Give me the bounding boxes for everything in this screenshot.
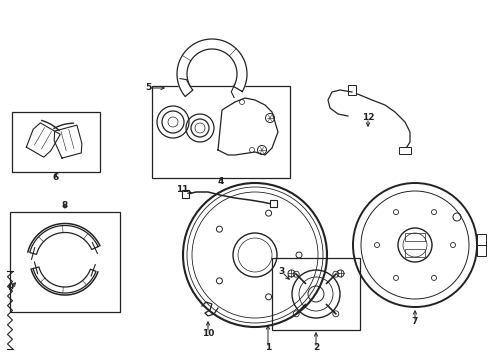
Bar — [476, 234, 485, 245]
Text: 6: 6 — [53, 174, 59, 183]
Bar — [476, 245, 485, 256]
Bar — [404, 249, 424, 257]
Bar — [404, 233, 424, 241]
Bar — [271, 258, 359, 330]
Bar — [398, 147, 410, 154]
Polygon shape — [177, 39, 246, 96]
Text: 3: 3 — [278, 267, 285, 276]
Text: 5: 5 — [144, 84, 151, 93]
Text: 12: 12 — [361, 113, 373, 122]
Text: 10: 10 — [202, 328, 214, 338]
Polygon shape — [30, 225, 98, 255]
Text: 1: 1 — [264, 343, 270, 352]
Polygon shape — [33, 267, 96, 293]
Bar — [347, 85, 355, 95]
Text: 2: 2 — [312, 343, 319, 352]
Text: 9: 9 — [8, 284, 14, 292]
Text: 11: 11 — [175, 185, 188, 194]
Bar — [269, 200, 276, 207]
Bar — [12, 112, 100, 172]
Text: 7: 7 — [411, 318, 417, 327]
Bar — [10, 212, 120, 312]
Bar — [182, 190, 189, 198]
Text: 8: 8 — [62, 201, 68, 210]
Text: 4: 4 — [217, 176, 224, 185]
Bar — [152, 86, 289, 178]
